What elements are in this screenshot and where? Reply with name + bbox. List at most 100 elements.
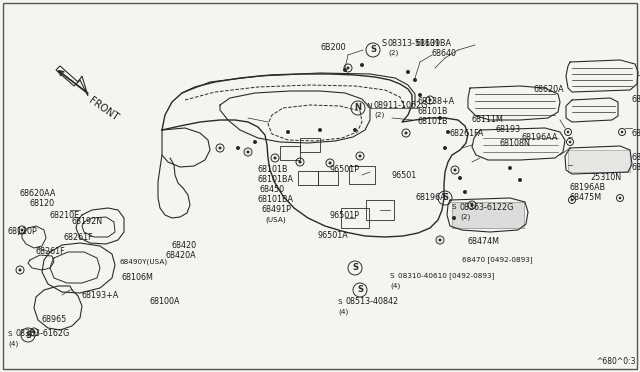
Text: N: N	[355, 103, 362, 112]
Bar	[300, 138, 320, 152]
Circle shape	[253, 140, 257, 144]
Text: 08313-51639: 08313-51639	[388, 39, 441, 48]
Text: 68101BA: 68101BA	[415, 39, 451, 48]
Text: 68193: 68193	[496, 125, 521, 135]
Text: 68491P: 68491P	[262, 205, 292, 215]
Circle shape	[246, 151, 250, 154]
Text: 68490Y(USA): 68490Y(USA)	[120, 259, 168, 265]
Circle shape	[328, 161, 332, 164]
Text: 68965: 68965	[42, 315, 67, 324]
Text: 6B200: 6B200	[320, 44, 346, 52]
Circle shape	[404, 131, 408, 135]
Text: (USA): (USA)	[265, 217, 285, 223]
Circle shape	[353, 128, 357, 132]
Text: 68193+A: 68193+A	[82, 292, 119, 301]
Circle shape	[458, 176, 462, 180]
Text: 68100A: 68100A	[150, 298, 180, 307]
Circle shape	[406, 70, 410, 74]
Text: 68101B: 68101B	[418, 108, 449, 116]
Circle shape	[286, 130, 290, 134]
Text: 68101BA: 68101BA	[258, 196, 294, 205]
Circle shape	[218, 147, 221, 150]
Text: S: S	[390, 273, 395, 279]
Circle shape	[446, 130, 450, 134]
Text: 08363-6122G: 08363-6122G	[460, 202, 515, 212]
Text: 68106M: 68106M	[122, 273, 154, 282]
Text: 68196AA: 68196AA	[522, 134, 558, 142]
Text: 96501P: 96501P	[330, 166, 360, 174]
Text: 08513-40842: 08513-40842	[346, 298, 399, 307]
Text: 08363-6162G: 08363-6162G	[16, 330, 70, 339]
Text: S: S	[25, 330, 31, 340]
Text: FRONT: FRONT	[87, 96, 120, 123]
Circle shape	[619, 197, 621, 199]
Text: S: S	[357, 285, 363, 295]
Text: 25310N: 25310N	[590, 173, 621, 183]
Circle shape	[418, 93, 422, 97]
Text: (2): (2)	[460, 214, 470, 220]
Circle shape	[346, 67, 349, 70]
Circle shape	[20, 228, 24, 231]
Text: 68101B: 68101B	[258, 166, 289, 174]
Bar	[318, 171, 338, 185]
Text: (2): (2)	[388, 50, 398, 56]
Text: 68138+A: 68138+A	[418, 97, 455, 106]
Text: 68101B: 68101B	[418, 118, 449, 126]
Text: 68196A: 68196A	[632, 129, 640, 138]
Circle shape	[470, 203, 474, 206]
Circle shape	[443, 146, 447, 150]
Bar	[341, 208, 369, 228]
Circle shape	[508, 166, 512, 170]
Text: S: S	[452, 204, 456, 210]
Text: 68108N: 68108N	[500, 138, 531, 148]
Text: S: S	[442, 193, 448, 202]
Text: 68261F: 68261F	[64, 234, 93, 243]
Text: 68474M: 68474M	[468, 237, 500, 247]
Circle shape	[318, 128, 322, 132]
Circle shape	[463, 190, 467, 194]
Bar	[280, 146, 300, 160]
Text: 68192N: 68192N	[72, 218, 103, 227]
Text: (4): (4)	[338, 309, 348, 315]
Text: N: N	[366, 103, 371, 109]
Circle shape	[438, 116, 442, 120]
Bar	[452, 202, 524, 228]
Text: 96501A: 96501A	[318, 231, 349, 240]
Text: S: S	[370, 45, 376, 55]
Text: 68640: 68640	[432, 48, 457, 58]
Text: S: S	[8, 331, 13, 337]
Circle shape	[19, 269, 22, 272]
Text: (4): (4)	[8, 341, 19, 347]
Bar	[366, 200, 394, 220]
Text: ^680^0:3: ^680^0:3	[596, 357, 636, 366]
Circle shape	[33, 330, 35, 334]
Text: 68101BA: 68101BA	[258, 176, 294, 185]
Text: S: S	[381, 39, 386, 48]
Text: 68630: 68630	[632, 96, 640, 105]
Text: S: S	[338, 299, 342, 305]
Circle shape	[236, 146, 240, 150]
Circle shape	[273, 157, 276, 160]
Text: 68450: 68450	[260, 186, 285, 195]
Text: 68420: 68420	[172, 241, 197, 250]
Circle shape	[621, 131, 623, 133]
Circle shape	[413, 78, 417, 82]
Text: 68600: 68600	[632, 164, 640, 173]
Text: 08310-40610 [0492-0893]: 08310-40610 [0492-0893]	[398, 273, 494, 279]
Text: 96501P: 96501P	[330, 211, 360, 219]
Circle shape	[454, 169, 456, 171]
Circle shape	[358, 154, 362, 157]
Circle shape	[298, 160, 301, 164]
Text: 68470 [0492-0893]: 68470 [0492-0893]	[462, 257, 532, 263]
Text: 68196A: 68196A	[415, 193, 445, 202]
Circle shape	[343, 68, 347, 72]
Circle shape	[438, 238, 442, 241]
Circle shape	[360, 63, 364, 67]
Circle shape	[429, 99, 431, 102]
Circle shape	[571, 199, 573, 201]
Text: 68111M: 68111M	[472, 115, 504, 125]
Text: 68210E: 68210E	[50, 212, 80, 221]
Text: 08911-1062G: 08911-1062G	[374, 102, 428, 110]
Text: 68261FA: 68261FA	[450, 129, 484, 138]
Circle shape	[518, 178, 522, 182]
